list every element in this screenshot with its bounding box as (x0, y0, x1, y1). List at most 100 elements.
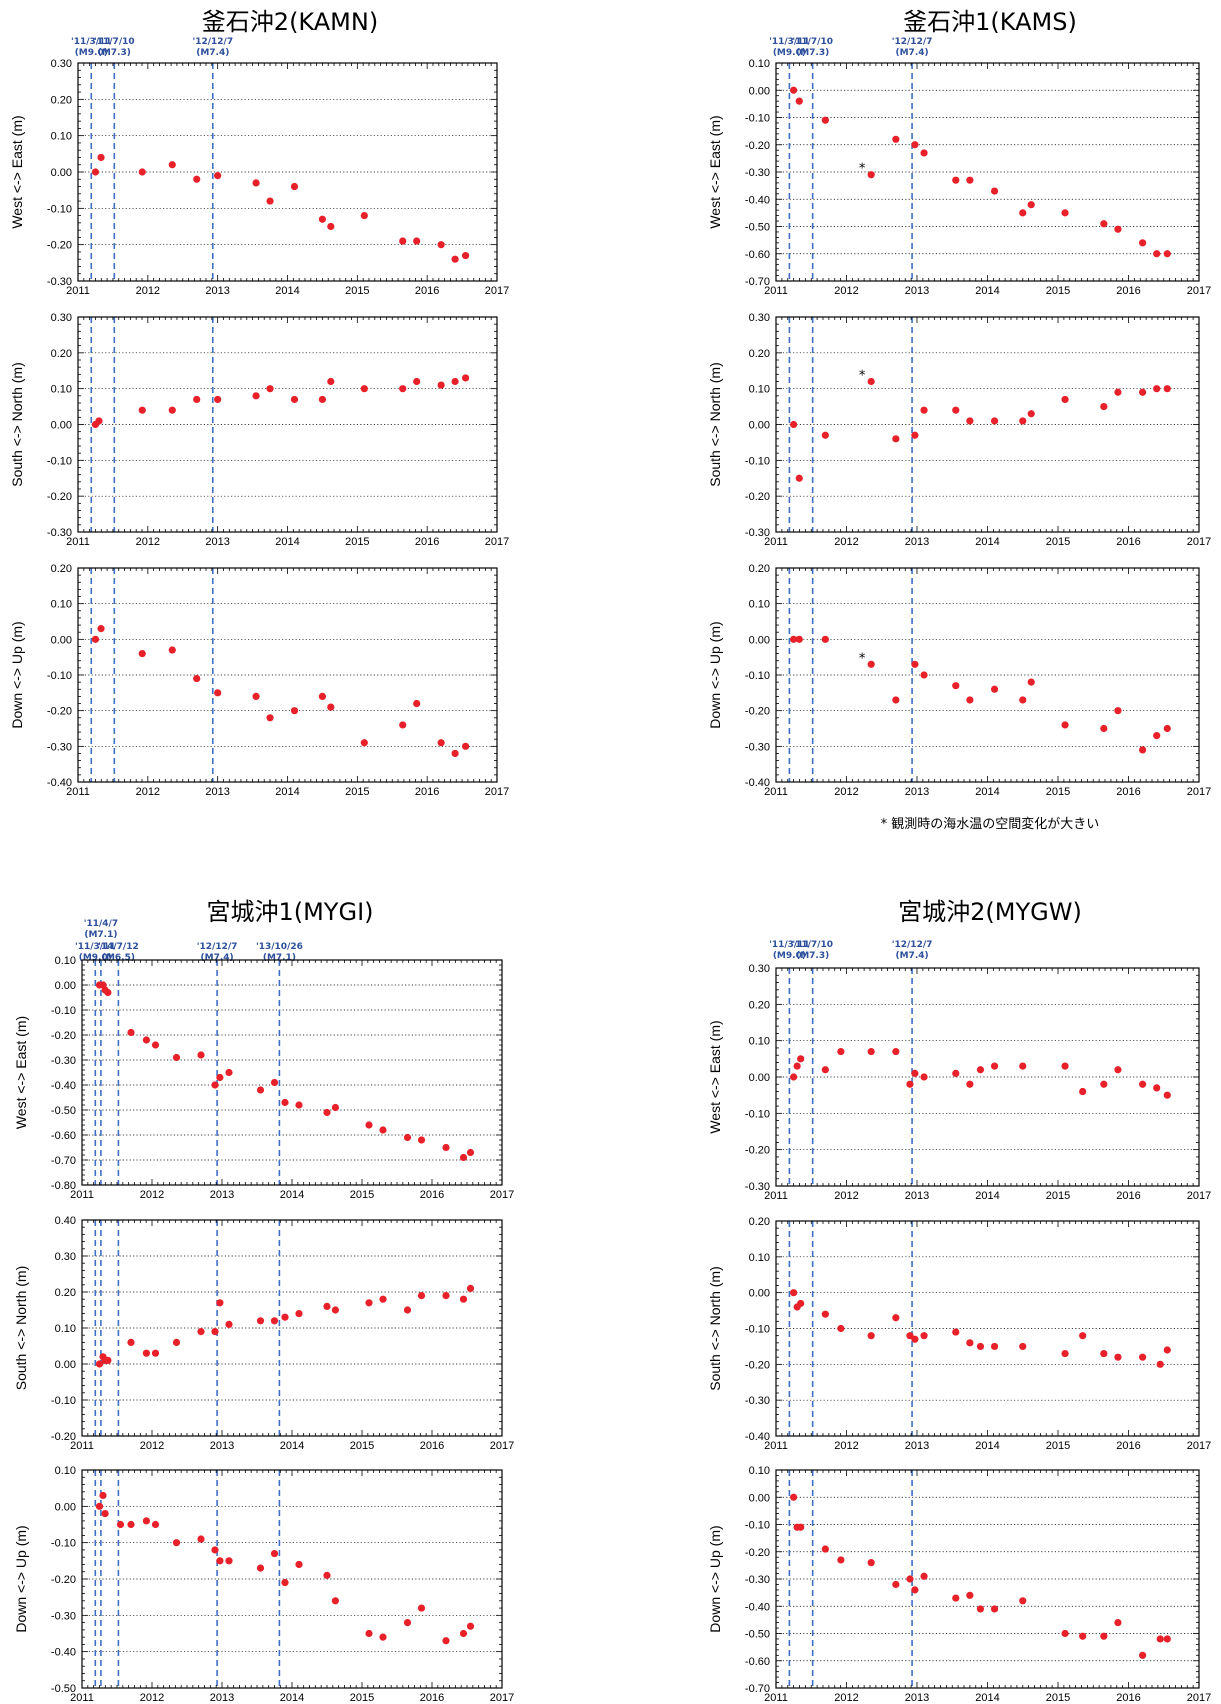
data-point (95, 417, 103, 425)
data-point (399, 721, 407, 729)
data-point (138, 650, 146, 658)
data-point (451, 749, 459, 758)
event-date-label: '11/7/10 (94, 37, 135, 47)
x-tick-label: 2011 (764, 786, 788, 798)
data-point (790, 1493, 798, 1501)
y-tick-label: -0.20 (745, 706, 770, 718)
data-point (451, 377, 459, 386)
chart-title: 宮城沖2(MYGW) (898, 898, 1082, 926)
data-point (797, 1523, 805, 1531)
data-point (990, 1062, 999, 1070)
data-point (270, 1549, 279, 1558)
data-point (295, 1560, 303, 1569)
data-point (892, 1047, 900, 1056)
data-point (116, 1520, 125, 1529)
data-point (214, 689, 222, 697)
chart-title: 釜石沖2(KAMN) (202, 8, 378, 36)
x-tick-label: 2017 (1187, 1692, 1211, 1704)
data-point (281, 1579, 289, 1587)
y-tick-label: -0.60 (745, 249, 770, 261)
star-marker: * (859, 162, 866, 177)
data-point (437, 381, 445, 389)
x-tick-label: 2017 (485, 536, 509, 548)
data-point (403, 1306, 412, 1314)
y-tick-label: 0.10 (749, 1252, 770, 1264)
y-tick-label: -0.10 (745, 1108, 770, 1120)
y-tick-label: -0.60 (51, 1130, 76, 1142)
data-point (906, 1332, 914, 1340)
x-tick-label: 2011 (764, 1440, 788, 1452)
data-point (1019, 1597, 1027, 1605)
x-tick-label: 2017 (490, 1692, 514, 1704)
x-tick-label: 2011 (764, 285, 788, 297)
event-magnitude-label: (M7.4) (201, 953, 234, 963)
y-tick-label: -0.10 (47, 455, 72, 467)
data-point (837, 1047, 845, 1056)
data-point (360, 385, 368, 393)
data-point (216, 1073, 224, 1082)
data-point (331, 1103, 339, 1112)
y-tick-label: -0.30 (51, 1055, 76, 1067)
data-point (1163, 1091, 1171, 1099)
x-tick-label: 2011 (764, 1190, 788, 1202)
y-tick-label: -0.20 (745, 1547, 770, 1559)
data-point (91, 168, 100, 176)
x-tick-label: 2015 (1046, 1190, 1070, 1202)
data-point (142, 1349, 150, 1357)
y-tick-label: -0.40 (47, 777, 72, 789)
data-point (216, 1299, 224, 1307)
data-point (327, 222, 335, 231)
x-tick-label: 2012 (834, 285, 858, 297)
data-point (1061, 209, 1069, 217)
y-tick-label: -0.70 (51, 1155, 76, 1167)
data-point (437, 739, 445, 747)
data-point (295, 1101, 303, 1109)
y-tick-label: -0.40 (745, 1601, 770, 1613)
data-point (327, 703, 335, 711)
data-point (1163, 724, 1171, 733)
data-point (97, 625, 105, 633)
data-point (837, 1556, 845, 1564)
data-point (399, 385, 407, 393)
data-point (138, 168, 146, 176)
data-point (99, 1491, 107, 1500)
x-tick-label: 2011 (70, 1189, 94, 1201)
data-point (920, 406, 928, 414)
data-point (365, 1121, 373, 1129)
x-tick-label: 2015 (1046, 1692, 1070, 1704)
y-tick-label: -0.20 (745, 1359, 770, 1371)
data-point (1079, 1087, 1087, 1096)
data-point (1156, 1635, 1164, 1643)
event-date-label: '14/7/12 (98, 942, 139, 952)
y-tick-label: 0.00 (51, 167, 72, 179)
station-chart-2: 宮城沖1(MYGI)'11/3/11(M9.0)'11/4/7(M7.1)'14… (13, 898, 514, 1704)
data-point (417, 1136, 426, 1144)
y-tick-label: -0.20 (745, 140, 770, 152)
data-point (290, 182, 299, 191)
data-point (892, 696, 900, 704)
event-date-label: '12/12/7 (892, 940, 933, 950)
x-tick-label: 2011 (66, 285, 90, 297)
event-magnitude-label: (M9.0) (773, 951, 806, 961)
data-point (821, 1545, 829, 1553)
y-tick-label: -0.10 (745, 670, 770, 682)
data-point (461, 251, 470, 260)
event-date-label: '11/3/11 (75, 942, 116, 952)
data-point (821, 635, 829, 643)
data-point (214, 395, 222, 404)
data-point (281, 1313, 289, 1321)
x-tick-label: 2017 (490, 1189, 514, 1201)
x-tick-label: 2014 (280, 1692, 304, 1704)
data-point (1114, 1353, 1122, 1361)
y-tick-label: -0.20 (47, 491, 72, 503)
data-point (327, 377, 335, 386)
x-tick-label: 2011 (764, 1692, 788, 1704)
data-point (952, 176, 960, 184)
event-date-label: '11/7/10 (792, 940, 833, 950)
data-point (790, 1073, 798, 1081)
x-tick-label: 2011 (70, 1440, 94, 1452)
x-tick-label: 2013 (205, 536, 229, 548)
data-point (323, 1108, 331, 1117)
data-point (892, 135, 900, 143)
